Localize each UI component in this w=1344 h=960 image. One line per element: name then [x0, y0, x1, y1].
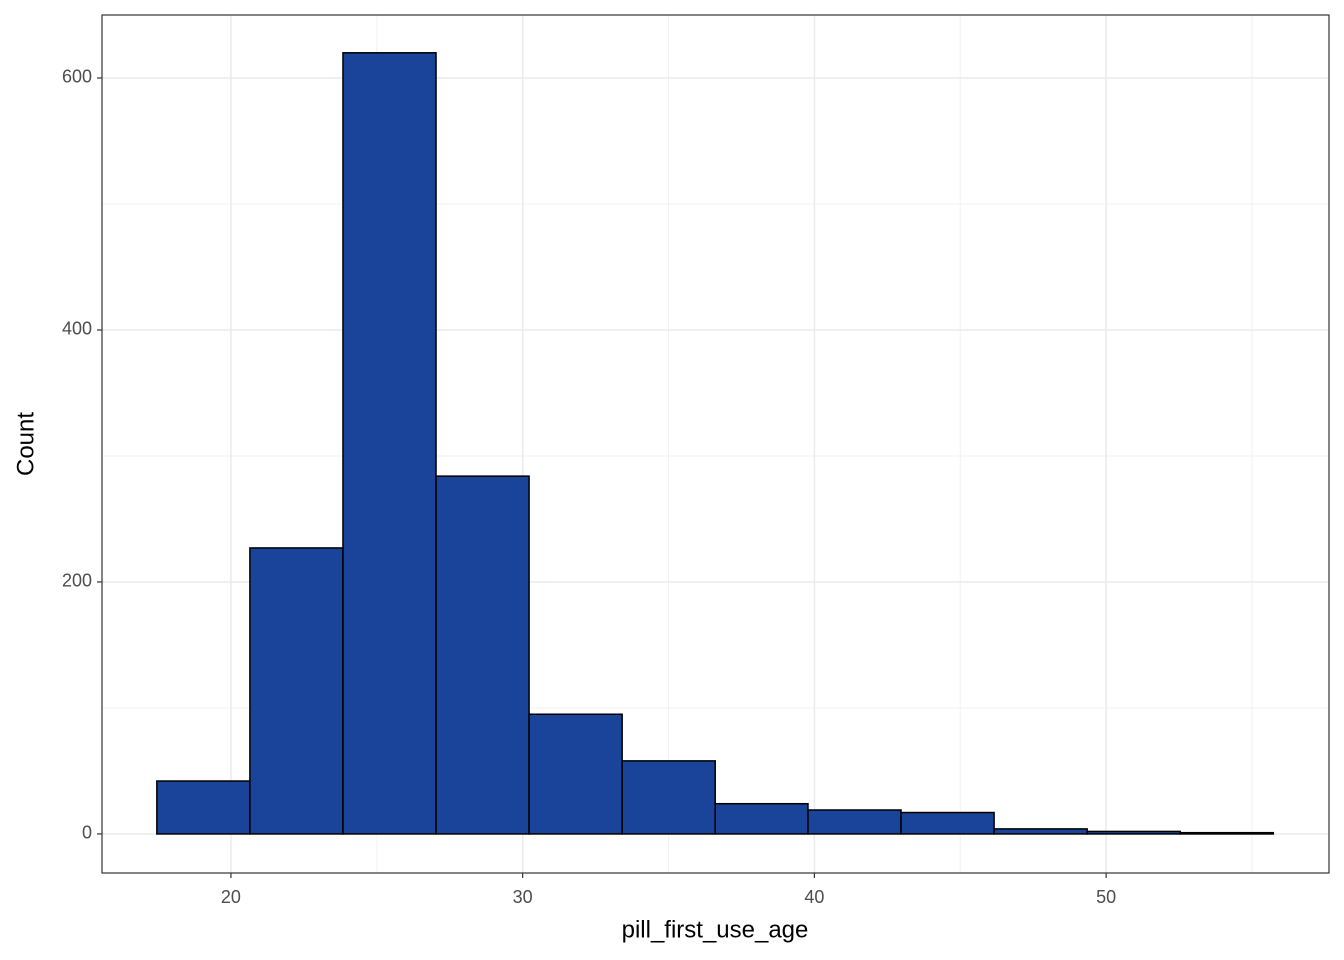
bar	[807, 809, 902, 835]
bar	[249, 547, 344, 835]
bar	[621, 760, 716, 835]
x-tick-label: 40	[804, 887, 824, 907]
x-tick-label: 50	[1096, 887, 1116, 907]
y-tick-label: 0	[82, 823, 92, 843]
x-tick-label: 20	[221, 887, 241, 907]
panel-border	[101, 14, 1330, 874]
bar	[435, 475, 530, 835]
bar	[714, 802, 809, 835]
x-tick-label: 30	[513, 887, 533, 907]
bar	[1179, 831, 1275, 835]
y-axis-title: Count	[12, 412, 39, 476]
x-axis-title: pill_first_use_age	[622, 916, 809, 943]
bar	[528, 713, 623, 835]
y-tick-label: 600	[62, 67, 92, 87]
bar	[342, 52, 437, 835]
bar	[900, 811, 995, 835]
bar	[156, 780, 251, 835]
bar	[993, 828, 1088, 835]
y-tick-label: 400	[62, 319, 92, 339]
y-tick-label: 200	[62, 571, 92, 591]
bar	[1086, 830, 1181, 835]
